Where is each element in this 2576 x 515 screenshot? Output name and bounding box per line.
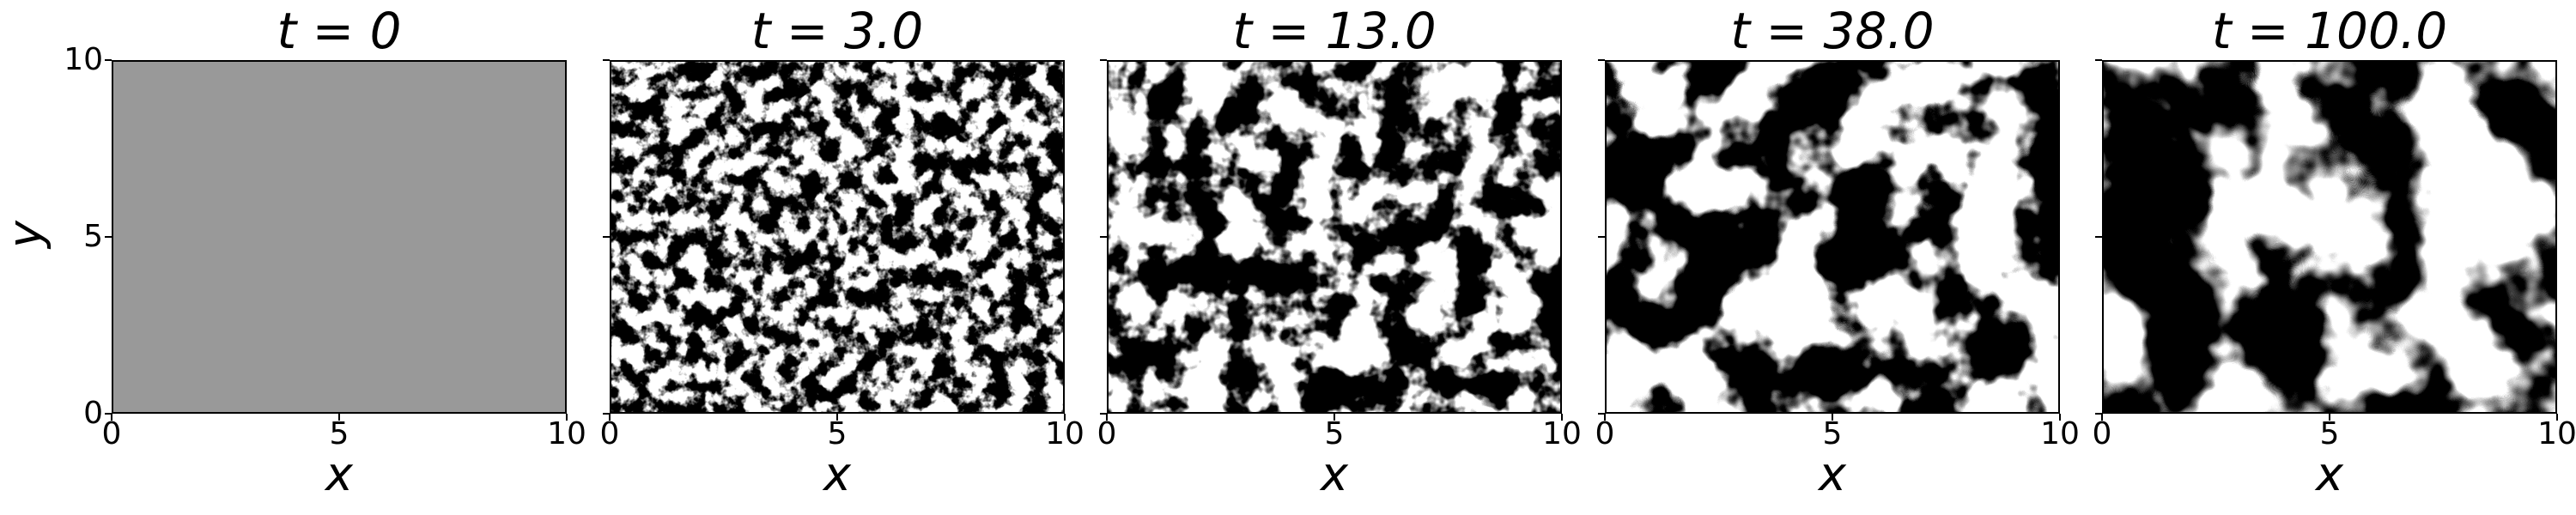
x-tick-label: 10 bbox=[1542, 416, 1582, 451]
x-tick bbox=[1106, 414, 1108, 421]
x-tick bbox=[338, 414, 340, 421]
field-image bbox=[1607, 62, 2058, 412]
x-tick bbox=[2059, 414, 2061, 421]
x-tick-label: 5 bbox=[2319, 416, 2340, 451]
y-tick bbox=[1598, 236, 1605, 238]
y-tick bbox=[2095, 413, 2102, 415]
x-axis-label: x bbox=[823, 447, 851, 501]
x-tick bbox=[609, 414, 611, 421]
x-tick bbox=[111, 414, 112, 421]
x-tick bbox=[2329, 414, 2330, 421]
y-tick bbox=[1100, 236, 1107, 238]
heatmap-image bbox=[611, 62, 1063, 412]
x-tick bbox=[1334, 414, 1335, 421]
y-tick bbox=[603, 59, 610, 61]
x-tick-label: 10 bbox=[1045, 416, 1084, 451]
x-tick-label: 5 bbox=[329, 416, 349, 451]
y-axis-label: y bbox=[0, 221, 52, 248]
y-tick bbox=[2095, 236, 2102, 238]
y-tick bbox=[1598, 413, 1605, 415]
y-tick bbox=[2095, 59, 2102, 61]
x-axis-label: x bbox=[1819, 447, 1846, 501]
x-tick-label: 5 bbox=[827, 416, 848, 451]
x-tick-label: 0 bbox=[1595, 416, 1615, 451]
y-tick bbox=[1598, 59, 1605, 61]
y-tick bbox=[603, 236, 610, 238]
x-tick bbox=[836, 414, 838, 421]
panel-title: t = 13.0 bbox=[1232, 2, 1437, 60]
x-tick-label: 5 bbox=[1324, 416, 1345, 451]
heatmap-image bbox=[1607, 62, 2058, 412]
heatmap-image bbox=[1109, 62, 1560, 412]
heatmap-panel bbox=[1107, 60, 1562, 414]
x-tick bbox=[566, 414, 568, 421]
y-tick bbox=[1100, 59, 1107, 61]
y-tick bbox=[105, 413, 112, 415]
x-tick-label: 0 bbox=[1097, 416, 1117, 451]
x-tick bbox=[2556, 414, 2558, 421]
panel-title: t = 38.0 bbox=[1730, 2, 1935, 60]
panel-title: t = 3.0 bbox=[750, 2, 924, 60]
x-tick-label: 10 bbox=[2537, 416, 2576, 451]
heatmap-panel bbox=[2102, 60, 2557, 414]
heatmap-panel bbox=[112, 60, 567, 414]
x-axis-label: x bbox=[325, 447, 353, 501]
field-image bbox=[2104, 62, 2555, 412]
heatmap-image bbox=[2104, 62, 2555, 412]
field-image bbox=[611, 62, 1063, 412]
y-tick bbox=[105, 59, 112, 61]
heatmap-panel bbox=[1605, 60, 2060, 414]
x-tick-label: 10 bbox=[2040, 416, 2080, 451]
x-tick-label: 10 bbox=[547, 416, 586, 451]
heatmap-panel bbox=[610, 60, 1065, 414]
y-tick bbox=[105, 236, 112, 238]
panel-title: t = 100.0 bbox=[2211, 2, 2448, 60]
x-tick bbox=[2101, 414, 2103, 421]
x-tick-label: 0 bbox=[599, 416, 620, 451]
x-tick-label: 0 bbox=[2092, 416, 2112, 451]
x-tick bbox=[1561, 414, 1563, 421]
y-tick bbox=[1100, 413, 1107, 415]
x-tick-label: 5 bbox=[1822, 416, 1843, 451]
x-tick bbox=[1604, 414, 1606, 421]
x-axis-label: x bbox=[2316, 447, 2343, 501]
x-tick bbox=[1064, 414, 1066, 421]
y-tick bbox=[603, 413, 610, 415]
y-tick-label: 0 bbox=[83, 396, 103, 431]
field-image bbox=[1109, 62, 1560, 412]
x-tick bbox=[1832, 414, 1833, 421]
y-tick-label: 10 bbox=[64, 42, 103, 77]
x-axis-label: x bbox=[1321, 447, 1348, 501]
y-tick-label: 5 bbox=[83, 219, 103, 254]
x-tick-label: 0 bbox=[101, 416, 122, 451]
panel-title: t = 0 bbox=[276, 2, 402, 60]
